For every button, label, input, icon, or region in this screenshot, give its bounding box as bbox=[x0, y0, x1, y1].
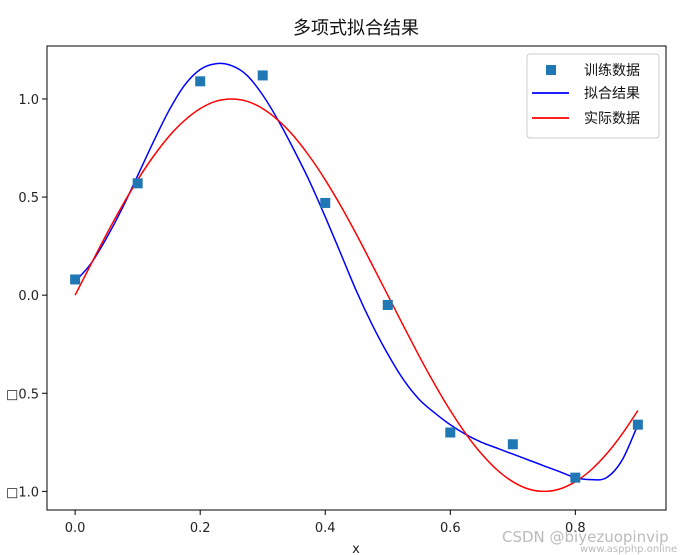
training-point bbox=[132, 178, 143, 189]
legend-label: 训练数据 bbox=[584, 63, 640, 79]
fit-result-line bbox=[74, 62, 639, 481]
training-point bbox=[507, 439, 518, 450]
x-axis-label: x bbox=[352, 542, 360, 555]
true-curve-layer bbox=[74, 98, 639, 493]
watermark-subtext: www.aspphp.online bbox=[580, 544, 677, 555]
training-point bbox=[445, 427, 456, 438]
training-point bbox=[70, 274, 81, 285]
y-tick-label: □1.0 bbox=[6, 485, 39, 500]
legend-label: 实际数据 bbox=[584, 111, 640, 127]
x-tick-label: 0.8 bbox=[565, 521, 586, 536]
fit-curve-layer bbox=[74, 62, 639, 481]
training-point bbox=[382, 299, 393, 310]
training-point bbox=[320, 197, 331, 208]
training-point bbox=[632, 419, 643, 430]
training-point bbox=[570, 472, 581, 483]
legend-label: 拟合结果 bbox=[584, 86, 640, 102]
actual-data-line bbox=[74, 98, 639, 493]
x-tick-label: 0.6 bbox=[440, 521, 461, 536]
x-tick-label: 0.2 bbox=[190, 521, 211, 536]
y-tick-label: 1.0 bbox=[18, 93, 39, 108]
x-tick-label: 0.0 bbox=[65, 521, 86, 536]
training-point bbox=[257, 70, 268, 81]
training-point bbox=[195, 76, 206, 87]
x-tick-label: 0.4 bbox=[315, 521, 336, 536]
axes-frame bbox=[46, 45, 667, 511]
y-tick-label: □0.5 bbox=[6, 387, 39, 402]
plot-area bbox=[46, 45, 667, 511]
y-axis-ticks: 1.0 0.5 0.0 □0.5 □1.0 bbox=[6, 93, 47, 500]
y-tick-label: 0.5 bbox=[18, 191, 39, 206]
chart-title: 多项式拟合结果 bbox=[293, 18, 419, 39]
training-points-layer bbox=[70, 70, 643, 483]
y-tick-label: 0.0 bbox=[18, 289, 39, 304]
legend-marker-square bbox=[546, 65, 556, 75]
watermark-text: CSDN @biyezuopinvip bbox=[502, 528, 669, 546]
x-axis-ticks: 0.0 0.2 0.4 0.6 0.8 bbox=[65, 510, 586, 536]
legend-frame bbox=[526, 53, 660, 139]
